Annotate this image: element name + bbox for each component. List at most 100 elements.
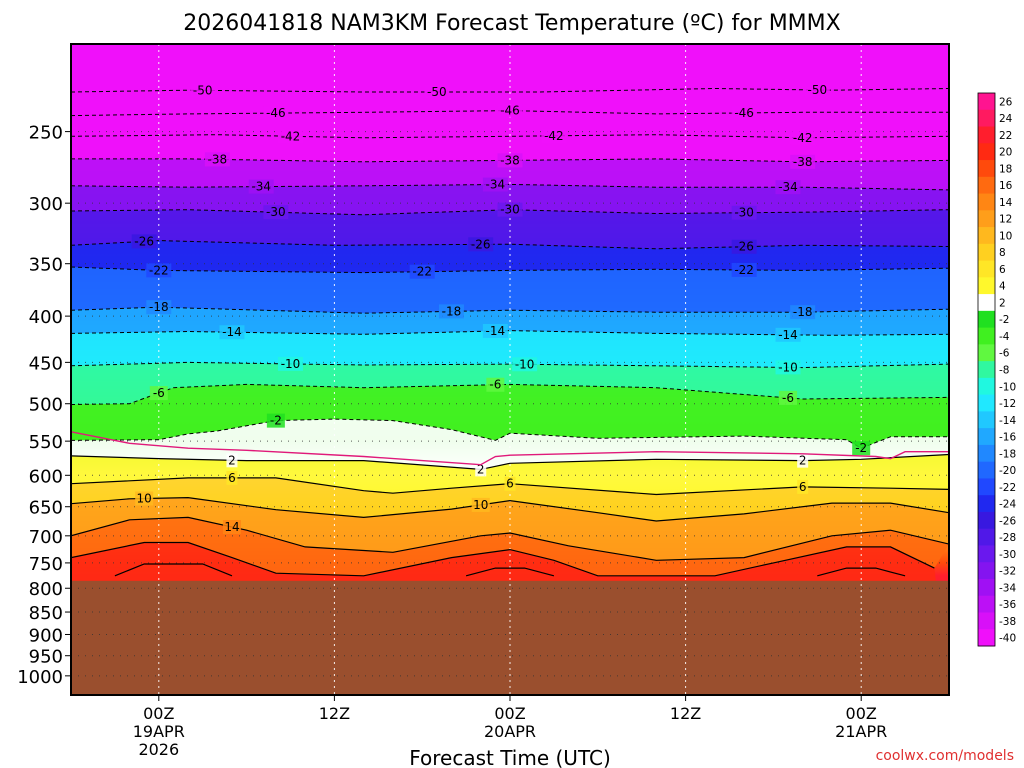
isotherm--10 (71, 361, 949, 369)
contour-label-bg (775, 327, 801, 342)
colorbar-label: -34 (999, 582, 1016, 594)
colorbar-swatch (978, 344, 995, 362)
band-14 (71, 517, 949, 576)
colorbar-swatch (978, 277, 995, 295)
colorbar-swatch (978, 193, 995, 211)
contour-label-bg (226, 470, 238, 485)
contour-label-bg (263, 106, 289, 121)
isotherm--46 (71, 110, 949, 117)
contour-label-bg (278, 129, 303, 144)
x-tick-label: 2026 (138, 740, 179, 759)
colorbar-label: -20 (999, 465, 1016, 477)
colorbar-label: -38 (999, 616, 1016, 628)
contour-label-bg (409, 264, 435, 279)
y-tick-label: 1000 (17, 667, 63, 688)
colorbar-frame (977, 92, 996, 647)
contour-label: 6 (228, 471, 236, 485)
chart-title: 2026041818 NAM3KM Forecast Temperature (… (183, 11, 840, 36)
temperature-bands (71, 44, 949, 695)
x-tick-label: 20APR (484, 722, 536, 741)
colorbar-label: -32 (999, 566, 1016, 578)
contour-label: -42 (544, 129, 564, 143)
colorbar-swatch (978, 428, 995, 446)
colorbar-swatch (978, 176, 995, 195)
isotherm-22 (817, 567, 906, 577)
contour-label-bg (424, 84, 450, 99)
contour-label: -18 (442, 304, 462, 318)
x-tick-label: 00Z (143, 704, 174, 723)
colorbar-label: -6 (999, 348, 1010, 360)
contour-label: -34 (486, 178, 506, 192)
contour-label: -10 (281, 357, 301, 371)
isotherm-22 (465, 567, 555, 577)
contour-label: -30 (500, 203, 520, 217)
contour-label-bg (779, 390, 798, 405)
y-tick-label: 700 (29, 527, 63, 548)
colorbar-swatch (978, 227, 995, 245)
colorbar-label: -2 (999, 314, 1009, 326)
isotherm--26 (71, 240, 949, 250)
colorbar-label: -4 (999, 331, 1010, 343)
x-tick-label: 00Z (494, 704, 525, 723)
colorbar-label: 6 (999, 264, 1006, 276)
x-tick-label: 12Z (319, 704, 350, 723)
contour-label-bg (790, 305, 816, 320)
isotherm-14 (71, 516, 949, 561)
colorbar-label: -22 (999, 482, 1016, 494)
contour-label-bg (797, 479, 809, 494)
colorbar-swatch (978, 394, 995, 412)
contour-label-bg (790, 130, 816, 145)
contour-label-bg (263, 205, 289, 220)
y-tick-label: 400 (29, 307, 63, 328)
contour-label: 10 (473, 498, 488, 512)
contour-label: -14 (486, 324, 506, 338)
contour-label-bg (482, 177, 508, 192)
contour-label-bg (131, 234, 157, 249)
band--34 (71, 184, 949, 215)
contour-label-bg (497, 153, 523, 168)
credit-text[interactable]: coolwx.com/models (876, 748, 1014, 764)
colorbar-label: -12 (999, 398, 1016, 410)
contour-label-bg (486, 377, 505, 392)
band-2 (71, 454, 949, 495)
contour-label-bg (731, 205, 757, 220)
colorbar-label: -8 (999, 365, 1009, 377)
contour-label: -6 (782, 391, 794, 405)
time-gridlines (158, 44, 862, 695)
contour-label: -22 (149, 263, 169, 277)
plot-area: -50 -50 -50 -46 -46 -46 -42 -42 -42 -38 -38 -38 -34 -… (71, 44, 949, 695)
contour-label: 2 (477, 462, 485, 476)
contour-label-bg (219, 325, 245, 340)
band--2 (71, 419, 949, 470)
colorbar-label: -28 (999, 532, 1016, 544)
isotherm-10 (71, 496, 949, 522)
contour-label: 10 (137, 491, 152, 505)
contour-label: -30 (734, 206, 754, 220)
contour-label-bg (497, 103, 523, 118)
colorbar-swatch (978, 109, 995, 128)
colorbar-label: -14 (999, 415, 1016, 427)
isotherm-2 (71, 453, 949, 471)
y-tick-label: 500 (29, 395, 63, 416)
contour-label: 2 (228, 453, 236, 467)
colorbar-label: 20 (999, 147, 1012, 159)
y-tick-label: 600 (29, 466, 63, 487)
y-tick-label: 650 (29, 498, 63, 519)
contour-label-bg (146, 263, 172, 278)
colorbar-swatch (978, 545, 995, 563)
band--38 (71, 158, 949, 190)
contour-label: -50 (427, 85, 447, 99)
contour-label: -38 (793, 155, 813, 169)
colorbar-label: 10 (999, 230, 1012, 242)
colorbar-swatch (978, 294, 995, 312)
zero-degree-isotherm (71, 431, 949, 466)
contour-label-bg (149, 386, 168, 401)
y-tick-label: 950 (29, 647, 63, 668)
colorbar-swatch (978, 243, 995, 262)
colorbar-label: 14 (999, 197, 1013, 209)
contour-label-bg (775, 360, 801, 375)
contour-label-bg (804, 83, 830, 98)
x-tick-label: 00Z (846, 704, 877, 723)
isotherm-22 (114, 563, 233, 577)
